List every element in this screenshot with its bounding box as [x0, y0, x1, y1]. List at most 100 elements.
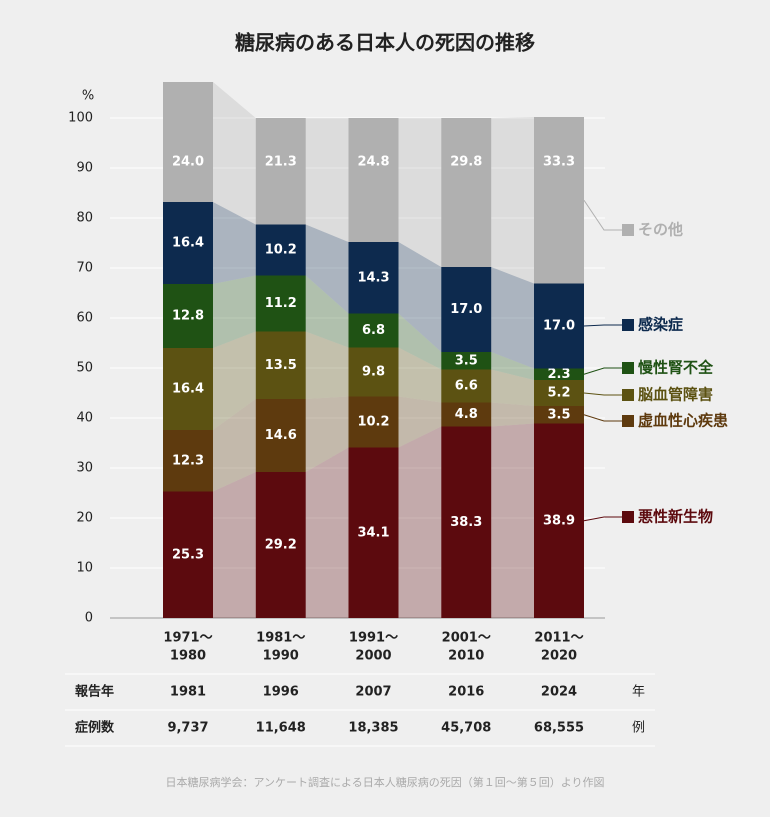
y-tick-label: 100 [68, 111, 93, 126]
connector-area [305, 447, 349, 618]
bar-segment [255, 472, 306, 618]
connector-area [213, 202, 256, 284]
legend-swatch [622, 224, 634, 236]
table-cell: 45,708 [441, 721, 491, 736]
value-label: 14.6 [265, 428, 297, 443]
value-label: 17.0 [450, 302, 482, 317]
legend-leader [583, 199, 622, 231]
value-label: 11.2 [265, 296, 297, 311]
bar-segment [441, 118, 492, 267]
bar-segment [255, 118, 306, 225]
x-tick-label: 2001～ [442, 631, 491, 646]
table-cell: 68,555 [534, 721, 584, 736]
legend-swatch [622, 415, 634, 427]
bar-segment [534, 423, 584, 618]
legend-label: 脳血管障害 [638, 386, 713, 404]
table-cell: 2016 [448, 685, 484, 700]
value-label: 34.1 [357, 525, 389, 540]
bar-segment [255, 331, 306, 399]
connector-area [491, 423, 534, 618]
y-tick-label: 80 [76, 211, 93, 226]
value-label: 24.8 [357, 155, 389, 170]
bar-segment [163, 348, 213, 430]
x-tick-label: 1990 [263, 649, 299, 664]
row-header: 報告年 [75, 684, 114, 700]
connector-area [491, 352, 534, 380]
connector-area [491, 369, 534, 406]
legend-swatch [622, 362, 634, 374]
value-label: 6.8 [362, 323, 385, 338]
row-header: 症例数 [75, 720, 115, 736]
legend-swatch [622, 511, 634, 523]
table-cell: 2024 [541, 685, 577, 700]
value-label: 5.2 [547, 386, 570, 401]
table-cell: 1981 [170, 685, 206, 700]
bar-segment [534, 283, 584, 369]
value-label: 4.8 [455, 407, 478, 422]
legend-label: 虚血性心疾患 [638, 412, 728, 430]
bar-segment [441, 369, 492, 403]
bar-segment [441, 402, 492, 427]
y-tick-label: 10 [76, 561, 93, 576]
value-label: 10.2 [265, 243, 297, 258]
bar-segment [255, 224, 306, 276]
bar-segment [163, 202, 213, 284]
x-tick-label: 2010 [448, 649, 484, 664]
bar-segment [348, 396, 399, 448]
legend-leader [583, 367, 622, 375]
bar-segment [441, 426, 492, 618]
bar-segment [163, 284, 213, 348]
bar-segment [255, 399, 306, 472]
table-cell: 1996 [263, 685, 299, 700]
x-tick-label: 1980 [170, 649, 206, 664]
connector-area [491, 117, 534, 284]
connector-area [305, 118, 349, 242]
table-cell: 2007 [355, 685, 391, 700]
value-label: 16.4 [172, 382, 204, 397]
legend-leader [583, 414, 622, 422]
y-tick-label: 20 [76, 511, 93, 526]
value-label: 13.5 [265, 358, 297, 373]
value-label: 38.9 [543, 513, 575, 528]
value-label: 12.3 [172, 453, 204, 468]
bar-segment [348, 118, 399, 242]
value-label: 3.5 [547, 407, 570, 422]
table-cell: 18,385 [348, 721, 398, 736]
source: 日本糖尿病学会：アンケート調査による日本人糖尿病の死因（第１回〜第５回）より作図 [165, 775, 604, 789]
value-label: 17.0 [543, 319, 575, 334]
value-label: 29.8 [450, 155, 482, 170]
bar-segment [348, 313, 399, 348]
bar-segment [255, 275, 306, 332]
legend-leader [583, 516, 622, 522]
bar-segment [534, 368, 584, 380]
bar-segment [163, 82, 213, 202]
x-tick-label: 1971～ [163, 631, 212, 646]
x-tick-label: 1981～ [256, 631, 305, 646]
connector-area [213, 399, 256, 492]
bar-segment [441, 267, 492, 352]
row-unit: 例 [632, 721, 645, 736]
row-unit: 年 [632, 685, 645, 700]
connector-area [398, 313, 442, 370]
value-label: 3.5 [455, 353, 478, 368]
value-label: 38.3 [450, 515, 482, 530]
bar-segment [163, 430, 213, 492]
connector-area [398, 242, 442, 352]
y-tick-label: 90 [76, 161, 93, 176]
connector-area [305, 331, 349, 399]
y-tick-label: 40 [76, 411, 93, 426]
value-label: 10.2 [357, 415, 389, 430]
bar-segment [534, 380, 584, 406]
legend-label: 慢性腎不全 [638, 359, 714, 377]
y-tick-label: 60 [76, 311, 93, 326]
legend-leader [583, 392, 622, 396]
bar-segment [534, 406, 584, 424]
value-label: 14.3 [357, 270, 389, 285]
connector-area [398, 347, 442, 403]
value-label: 12.8 [172, 309, 204, 324]
value-label: 21.3 [265, 155, 297, 170]
bar-segment [348, 242, 399, 314]
connector-area [398, 426, 442, 618]
bar-segment [534, 117, 584, 284]
